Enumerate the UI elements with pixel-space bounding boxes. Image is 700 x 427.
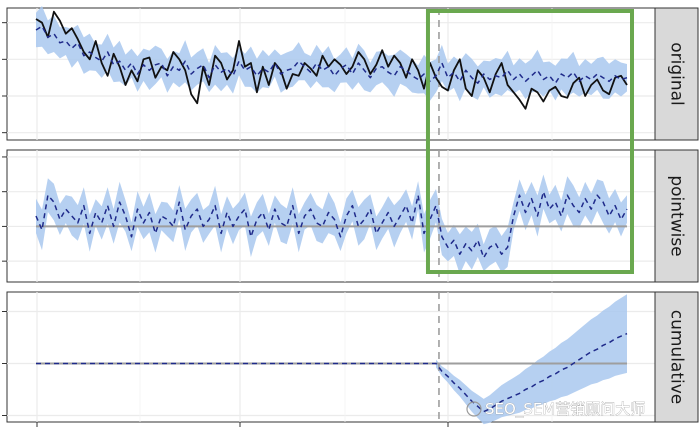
predicted-series-line (35, 25, 628, 84)
strip-box (654, 291, 699, 423)
uncertainty-band (36, 174, 627, 275)
uncertainty-band (36, 6, 627, 102)
observed-series-line (35, 10, 628, 110)
panel-cumulative: cumulative (2, 291, 699, 425)
watermark-icon (466, 401, 482, 417)
strip-label: pointwise (667, 175, 687, 256)
strip-box (654, 7, 699, 141)
panel-original: original (2, 6, 699, 141)
strip-label: cumulative (667, 310, 687, 405)
strip-label: original (667, 42, 687, 106)
panel-pointwise: pointwise (2, 149, 699, 283)
highlight-box (425, 9, 634, 274)
uncertainty-band (436, 294, 627, 425)
strip-box (654, 149, 699, 283)
predicted-series-line (35, 190, 628, 259)
watermark-text: SEO_SEM营销顾问大师 (485, 400, 645, 419)
